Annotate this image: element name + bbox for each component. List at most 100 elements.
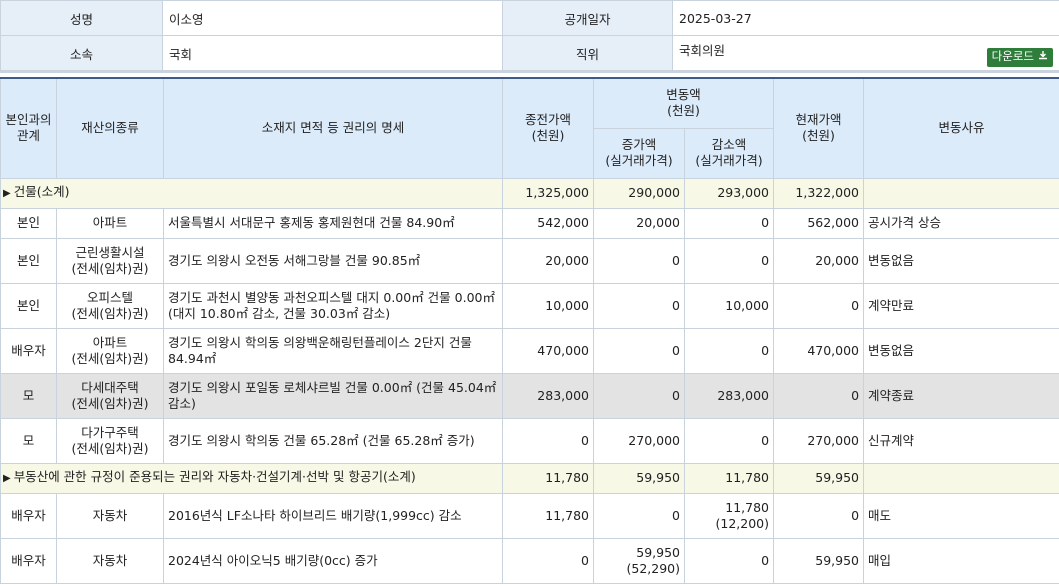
subtotal-prev: 1,325,000 — [502, 177, 594, 209]
increase-cell: 20,000 — [593, 207, 685, 239]
owner-info-table: 성명 이소영 공개일자 2025-03-27 소속 국회 직위 국회의원 다운로… — [0, 0, 1059, 71]
decrease-cell: 10,000 — [683, 282, 775, 329]
asset-type-cell: 다세대주택 (전세(임차)권) — [56, 372, 164, 419]
col-current-value: 현재가액 (천원) — [773, 77, 865, 179]
prev-value-cell: 470,000 — [502, 327, 594, 374]
subtotal-row: ▶ 건물(소계) 1,325,000 290,000 293,000 1,322,000 — [0, 177, 1059, 209]
increase-cell: 0 — [593, 282, 685, 329]
section-divider — [0, 71, 1059, 77]
decrease-cell: 0 — [683, 417, 775, 464]
current-value-cell: 0 — [773, 372, 865, 419]
increase-cell: 59,950 (52,290) — [593, 537, 685, 584]
reason-cell: 공시가격 상승 — [863, 207, 1059, 239]
decrease-cell: 283,000 — [683, 372, 775, 419]
col-change: 변동액 (천원) — [592, 77, 775, 129]
prev-value-cell: 283,000 — [502, 372, 594, 419]
reason-cell: 변동없음 — [863, 237, 1059, 284]
col-detail: 소재지 면적 등 권리의 명세 — [163, 77, 503, 179]
relation-cell: 배우자 — [0, 327, 57, 374]
prev-value-cell: 0 — [502, 417, 594, 464]
reason-cell: 매입 — [863, 537, 1059, 584]
relation-cell: 모 — [0, 372, 57, 419]
affiliation-value: 국회 — [162, 35, 503, 71]
asset-type-cell: 오피스텔 (전세(임차)권) — [56, 282, 164, 329]
asset-row: 모 다세대주택 (전세(임차)권) 경기도 의왕시 포일동 로체샤르빌 건물 0.00… — [0, 372, 1059, 419]
reason-cell: 계약만료 — [863, 282, 1059, 329]
asset-row: 본인 아파트 서울특별시 서대문구 홍제동 홍제원현대 건물 84.90㎡ 542,0… — [0, 207, 1059, 239]
asset-rows: ▶ 건물(소계) 1,325,000 290,000 293,000 1,322,000 본… — [0, 177, 1059, 584]
increase-cell: 0 — [593, 237, 685, 284]
asset-row: 배우자 아파트 (전세(임차)권) 경기도 의왕시 학의동 의왕백운해링턴플레이스 2… — [0, 327, 1059, 374]
relation-cell: 본인 — [0, 207, 57, 239]
decrease-cell: 0 — [683, 237, 775, 284]
decrease-cell: 0 — [683, 207, 775, 239]
current-value-cell: 59,950 — [773, 537, 865, 584]
subtotal-title: ▶ 건물(소계) — [0, 177, 503, 209]
subtotal-increase: 290,000 — [593, 177, 685, 209]
position-value: 국회의원 — [679, 42, 726, 58]
increase-cell: 0 — [593, 372, 685, 419]
name-label: 성명 — [0, 0, 163, 36]
subtotal-increase: 59,950 — [593, 462, 685, 494]
col-relation: 본인과의 관계 — [0, 77, 57, 179]
position-label: 직위 — [502, 35, 673, 71]
subtotal-current: 1,322,000 — [773, 177, 865, 209]
asset-row: 모 다가구주택 (전세(임차)권) 경기도 의왕시 학의동 건물 65.28㎡ (건물… — [0, 417, 1059, 464]
col-decrease: 감소액 (실거래가격) — [683, 127, 775, 179]
prev-value-cell: 542,000 — [502, 207, 594, 239]
relation-cell: 모 — [0, 417, 57, 464]
asset-row: 배우자 자동차 2024년식 아이오닉5 배기량(0cc) 증가 0 59,950 (52… — [0, 537, 1059, 584]
current-value-cell: 20,000 — [773, 237, 865, 284]
detail-cell: 2016년식 LF소나타 하이브리드 배기량(1,999cc) 감소 — [163, 492, 503, 539]
disclosure-date-value: 2025-03-27 — [672, 0, 1059, 36]
reason-cell: 신규계약 — [863, 417, 1059, 464]
asset-type-cell: 근린생활시설 (전세(임차)권) — [56, 237, 164, 284]
relation-cell: 배우자 — [0, 537, 57, 584]
prev-value-cell: 11,780 — [502, 492, 594, 539]
detail-cell: 서울특별시 서대문구 홍제동 홍제원현대 건물 84.90㎡ — [163, 207, 503, 239]
detail-cell: 경기도 의왕시 오전동 서해그랑블 건물 90.85㎡ — [163, 237, 503, 284]
subtotal-decrease: 11,780 — [683, 462, 775, 494]
decrease-cell: 11,780 (12,200) — [683, 492, 775, 539]
col-increase: 증가액 (실거래가격) — [593, 127, 685, 179]
detail-cell: 경기도 의왕시 학의동 의왕백운해링턴플레이스 2단지 건물 84.94㎡ — [163, 327, 503, 374]
subtotal-row: ▶ 부동산에 관한 규정이 준용되는 권리와 자동차·건설기계·선박 및 항공기(… — [0, 462, 1059, 494]
col-asset-type: 재산의종류 — [56, 77, 164, 179]
disclosure-date-label: 공개일자 — [502, 0, 673, 36]
prev-value-cell: 10,000 — [502, 282, 594, 329]
download-button[interactable]: 다운로드 — [986, 47, 1053, 67]
subtotal-label: 부동산에 관한 규정이 준용되는 권리와 자동차·건설기계·선박 및 항공기(소… — [13, 469, 416, 484]
col-prev-value: 종전가액 (천원) — [502, 77, 594, 179]
increase-cell: 0 — [593, 492, 685, 539]
relation-cell: 배우자 — [0, 492, 57, 539]
asset-row: 본인 오피스텔 (전세(임차)권) 경기도 과천시 별양동 과천오피스텔 대지 0.0… — [0, 282, 1059, 329]
download-label: 다운로드 — [991, 48, 1034, 63]
detail-cell: 2024년식 아이오닉5 배기량(0cc) 증가 — [163, 537, 503, 584]
subtotal-label: 건물(소계) — [13, 184, 70, 199]
prev-value-cell: 20,000 — [502, 237, 594, 284]
decrease-cell: 0 — [683, 327, 775, 374]
triangle-right-icon: ▶ — [3, 188, 11, 199]
asset-row: 배우자 자동차 2016년식 LF소나타 하이브리드 배기량(1,999cc) 감소… — [0, 492, 1059, 539]
asset-type-cell: 아파트 (전세(임차)권) — [56, 327, 164, 374]
reason-cell: 매도 — [863, 492, 1059, 539]
subtotal-title: ▶ 부동산에 관한 규정이 준용되는 권리와 자동차·건설기계·선박 및 항공기(… — [0, 462, 503, 494]
subtotal-prev: 11,780 — [502, 462, 594, 494]
increase-cell: 270,000 — [593, 417, 685, 464]
download-icon — [1038, 50, 1048, 65]
asset-type-cell: 자동차 — [56, 537, 164, 584]
relation-cell: 본인 — [0, 237, 57, 284]
detail-cell: 경기도 의왕시 포일동 로체샤르빌 건물 0.00㎡ (건물 45.04㎡ 감소… — [163, 372, 503, 419]
reason-cell: 변동없음 — [863, 327, 1059, 374]
detail-cell: 경기도 과천시 별양동 과천오피스텔 대지 0.00㎡ 건물 0.00㎡ (대지… — [163, 282, 503, 329]
subtotal-decrease: 293,000 — [683, 177, 775, 209]
asset-row: 본인 근린생활시설 (전세(임차)권) 경기도 의왕시 오전동 서해그랑블 건물 90… — [0, 237, 1059, 284]
current-value-cell: 0 — [773, 282, 865, 329]
asset-type-cell: 다가구주택 (전세(임차)권) — [56, 417, 164, 464]
subtotal-reason — [863, 177, 1059, 209]
current-value-cell: 470,000 — [773, 327, 865, 374]
current-value-cell: 270,000 — [773, 417, 865, 464]
asset-change-table: 본인과의 관계 재산의종류 소재지 면적 등 권리의 명세 종전가액 (천원) 변동… — [0, 77, 1059, 584]
prev-value-cell: 0 — [502, 537, 594, 584]
name-value: 이소영 — [162, 0, 503, 36]
